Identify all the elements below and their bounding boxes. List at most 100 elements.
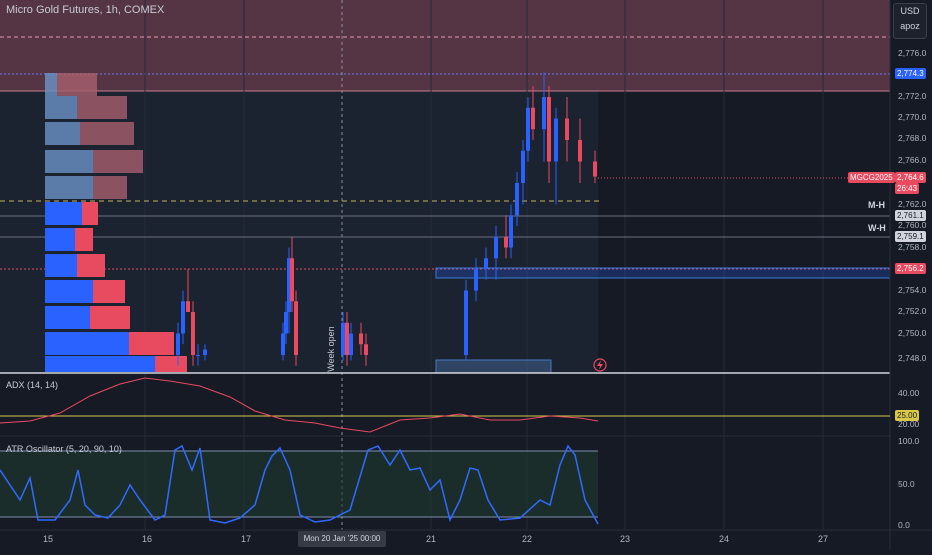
volume-bar-down xyxy=(77,96,127,119)
last-price-tag: 2,764.6 xyxy=(895,172,926,183)
volume-bar-down xyxy=(80,122,134,145)
price-tick: 2,748.0 xyxy=(898,353,927,363)
candle-body xyxy=(504,236,508,248)
price-tick: 2,760.0 xyxy=(898,220,927,230)
adx-line xyxy=(0,377,599,433)
candle-body xyxy=(359,333,363,345)
candle-body xyxy=(578,140,582,162)
countdown-tag: 26:43 xyxy=(895,183,920,194)
volume-bar-down xyxy=(82,202,98,225)
atr-tick: 100.0 xyxy=(898,436,920,446)
mh-price-tag: 2,761.1 xyxy=(895,210,926,221)
candle-body xyxy=(565,118,569,140)
support-price-tag: 2,756.2 xyxy=(895,263,926,274)
price-tick: 2,770.0 xyxy=(898,112,927,122)
atr-line xyxy=(0,444,599,525)
atr-tick: 50.0 xyxy=(898,479,915,489)
scale-mode-label: apoz xyxy=(900,21,920,31)
candle-body xyxy=(284,312,288,334)
chart-title[interactable]: Micro Gold Futures, 1h, COMEX xyxy=(6,4,165,16)
candle-body xyxy=(531,107,535,130)
volume-bar-up xyxy=(45,73,57,96)
candle-body xyxy=(593,161,597,177)
candle-body xyxy=(349,333,353,355)
currency-scale-button[interactable]: USD apoz xyxy=(893,3,927,39)
candle-body xyxy=(186,301,190,312)
date-label: 22 xyxy=(522,534,533,544)
price-tick: 2,766.0 xyxy=(898,155,927,165)
atr-tick: 0.0 xyxy=(898,520,910,530)
crosshair-date-label: Mon 20 Jan '25 00:00 xyxy=(298,531,386,547)
volume-bar-up xyxy=(45,202,82,225)
candle-body xyxy=(521,150,525,183)
date-label: 15 xyxy=(43,534,54,544)
candle-body xyxy=(494,236,498,259)
candle-body xyxy=(364,344,368,355)
high-price-tag: 2,774.3 xyxy=(895,68,926,79)
demand-box xyxy=(435,359,552,374)
candle-body xyxy=(341,322,345,355)
currency-label: USD xyxy=(900,6,920,16)
price-tick: 2,750.0 xyxy=(898,328,927,338)
volume-bar-up xyxy=(45,280,93,303)
wh-price-tag: 2,759.1 xyxy=(895,231,926,242)
candle-body xyxy=(181,301,185,334)
candle-body xyxy=(474,269,478,291)
candle-body xyxy=(176,333,180,355)
date-label: 23 xyxy=(620,534,631,544)
volume-bar-down xyxy=(57,73,97,96)
wh-label: W-H xyxy=(868,223,886,233)
price-tick: 2,752.0 xyxy=(898,306,927,316)
candle-body xyxy=(290,258,294,302)
atr-label[interactable]: ATR Oscillator (5, 20, 90, 10) xyxy=(6,444,122,454)
candle-body xyxy=(526,107,530,151)
candle-body xyxy=(509,215,513,248)
volume-bar-down xyxy=(90,306,130,329)
alert-icon xyxy=(593,358,607,372)
volume-bar-up xyxy=(45,306,90,329)
volume-bar-down xyxy=(77,254,105,277)
price-tick: 2,762.0 xyxy=(898,199,927,209)
adx-label[interactable]: ADX (14, 14) xyxy=(6,380,59,390)
adx-tick: 20.00 xyxy=(898,419,920,429)
volume-bar-up xyxy=(45,228,75,251)
volume-bar-up xyxy=(45,356,155,372)
price-tick: 2,772.0 xyxy=(898,91,927,101)
price-tick: 2,768.0 xyxy=(898,133,927,143)
candle-body xyxy=(281,333,285,355)
volume-bar-up xyxy=(45,176,93,199)
candle-body xyxy=(191,312,195,355)
candle-body xyxy=(484,258,488,269)
price-tick: 2,758.0 xyxy=(898,242,927,252)
volume-bar-down xyxy=(93,280,125,303)
adx-level-tag: 25.00 xyxy=(895,410,920,421)
price-tick: 2,754.0 xyxy=(898,285,927,295)
volume-bar-down xyxy=(93,176,127,199)
volume-bar-up xyxy=(45,332,129,355)
volume-bar-up xyxy=(45,254,77,277)
atr-band xyxy=(0,451,598,517)
alert-icon-bolt xyxy=(597,360,603,370)
price-tick: 2,776.0 xyxy=(898,48,927,58)
symbol-tag: MGCG2025 xyxy=(848,172,895,183)
candle-body xyxy=(464,290,468,355)
volume-bar-up xyxy=(45,150,93,173)
candle-body xyxy=(294,301,298,355)
candle-body xyxy=(547,97,551,162)
candle-body xyxy=(554,118,558,162)
date-label: 24 xyxy=(719,534,730,544)
volume-bar-up xyxy=(45,96,77,119)
candle-body xyxy=(287,258,291,312)
volume-bar-down xyxy=(75,228,93,251)
candle-body xyxy=(203,349,207,355)
candles xyxy=(176,72,597,366)
date-label: 16 xyxy=(142,534,153,544)
resistance-zone xyxy=(0,0,890,91)
volume-bar-down xyxy=(129,332,174,355)
volume-bar-down xyxy=(155,356,187,372)
volume-profile xyxy=(45,73,187,372)
volume-bar-down xyxy=(93,150,143,173)
date-label: 17 xyxy=(241,534,252,544)
